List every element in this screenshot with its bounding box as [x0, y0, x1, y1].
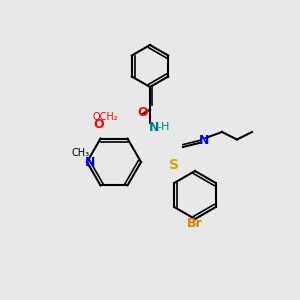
Text: -H: -H [157, 122, 170, 133]
Text: N: N [85, 155, 95, 169]
Text: CH₃: CH₃ [72, 148, 90, 158]
Text: Br: Br [187, 217, 203, 230]
Text: O: O [137, 106, 148, 119]
Text: N: N [199, 134, 209, 148]
Text: N: N [149, 121, 160, 134]
Text: OCH₂: OCH₂ [92, 112, 118, 122]
Text: S: S [169, 158, 179, 172]
Text: O: O [94, 118, 104, 131]
